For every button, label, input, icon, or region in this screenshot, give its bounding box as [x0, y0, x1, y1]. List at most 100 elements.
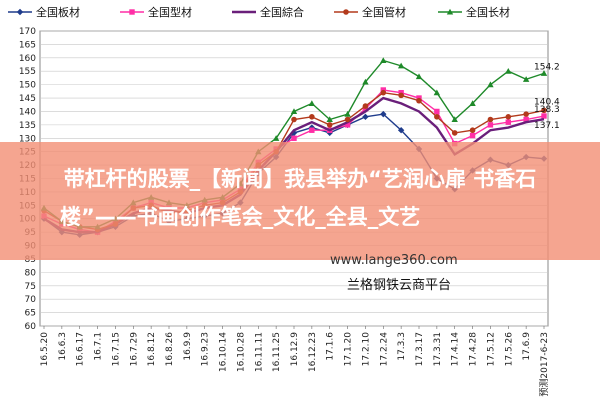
- watermark-name: 兰格钢铁云商平台: [347, 278, 452, 293]
- data-point: [451, 130, 458, 136]
- y-tick-label: 170: [19, 27, 36, 37]
- x-tick-label: 17.5.26: [504, 332, 514, 367]
- x-tick-label: 16.8.12: [147, 332, 157, 366]
- data-point: [505, 119, 511, 125]
- y-tick-label: 130: [19, 134, 36, 144]
- data-point: [272, 135, 280, 141]
- data-point: [541, 107, 547, 114]
- y-tick-label: 70: [25, 295, 37, 305]
- data-point: [326, 122, 333, 128]
- y-tick-label: 75: [25, 282, 36, 292]
- end-value-label: 140.4: [534, 97, 560, 107]
- x-tick-label: 17.3.31: [433, 332, 443, 366]
- data-point: [451, 116, 458, 123]
- data-point: [309, 127, 315, 133]
- data-point: [541, 113, 547, 119]
- data-point: [326, 116, 333, 123]
- data-point: [397, 127, 405, 134]
- data-point: [487, 122, 494, 128]
- end-value-label: 154.2: [534, 62, 560, 72]
- x-tick-label: 17.6.9: [522, 332, 532, 361]
- data-point: [540, 70, 548, 76]
- y-tick-label: 150: [19, 81, 36, 91]
- legend-swatch-marker: [16, 8, 24, 16]
- data-point: [505, 68, 512, 74]
- legend-label: 全国型材: [148, 5, 192, 19]
- x-tick-label: 16.5.20: [40, 332, 50, 367]
- legend-label: 全国管材: [362, 5, 406, 19]
- headline-line-2[interactable]: 楼”——书画创作笔会_文化_全县_文艺: [60, 205, 421, 229]
- x-tick-label: 16.12.9: [290, 332, 300, 367]
- legend-swatch-marker: [343, 9, 349, 15]
- data-point: [290, 129, 298, 137]
- y-tick-label: 60: [25, 322, 37, 332]
- data-point: [469, 100, 476, 106]
- data-point: [487, 116, 494, 123]
- legend-swatch-marker: [129, 9, 135, 15]
- y-tick-label: 135: [19, 121, 36, 131]
- data-point: [309, 114, 315, 120]
- data-point: [344, 110, 351, 117]
- x-tick-label: 16.7.1: [94, 332, 104, 361]
- data-point: [362, 103, 369, 109]
- y-tick-label: 165: [19, 40, 36, 50]
- legend-label: 全国长材: [466, 5, 510, 19]
- data-point: [308, 100, 316, 106]
- y-tick-label: 65: [25, 309, 36, 319]
- x-tick-label: 17.2.24: [379, 332, 389, 367]
- y-tick-label: 140: [19, 107, 36, 117]
- data-point: [505, 114, 512, 120]
- x-tick-label: 17.3.3: [397, 332, 407, 361]
- legend-label: 全国綜合: [260, 5, 304, 19]
- y-tick-label: 145: [19, 94, 36, 104]
- watermark-url: www.lange360.com: [330, 253, 458, 268]
- headline-line-1[interactable]: 带杠杆的股票_【新闻】我县举办“艺润心扉 书香石: [63, 167, 537, 191]
- data-point: [344, 122, 351, 128]
- x-tick-label: 16.10.14: [219, 332, 229, 372]
- data-point: [380, 57, 387, 64]
- data-point: [380, 110, 387, 118]
- data-point: [290, 108, 298, 115]
- data-point: [469, 127, 476, 134]
- x-tick-label: 17.5.12: [486, 332, 496, 366]
- data-point: [380, 89, 387, 96]
- x-tick-label: 16.7.29: [129, 332, 139, 367]
- data-point: [291, 135, 297, 141]
- data-point: [398, 92, 404, 99]
- data-point: [344, 116, 351, 123]
- data-point: [434, 108, 440, 115]
- end-value-label: 137.1: [534, 121, 560, 131]
- y-tick-label: 80: [25, 268, 37, 278]
- data-point: [522, 76, 530, 82]
- legend-swatch-marker: [446, 8, 454, 15]
- x-tick-label: 16.9.23: [201, 332, 211, 366]
- x-tick-label: 16.10.28: [236, 332, 246, 372]
- x-tick-label: 17.3.17: [415, 332, 425, 366]
- x-tick-label: 17.4.28: [469, 332, 479, 367]
- x-tick-label: 16.6.17: [76, 332, 86, 366]
- data-point: [523, 111, 529, 117]
- data-point: [523, 116, 529, 123]
- headline-banner: [0, 142, 600, 260]
- data-point: [291, 116, 297, 123]
- x-tick-label: 16.11.25: [272, 332, 282, 372]
- y-tick-label: 155: [19, 67, 36, 77]
- data-point: [362, 78, 369, 85]
- data-point: [487, 81, 494, 88]
- x-tick-label: 预测2017-6-23: [539, 332, 550, 397]
- x-tick-label: 16.8.26: [165, 332, 175, 367]
- x-tick-label: 16.11.11: [254, 332, 264, 372]
- y-tick-label: 160: [19, 54, 36, 64]
- data-point: [362, 113, 369, 121]
- end-value-label: 138.3: [534, 105, 560, 115]
- x-tick-label: 16.6.3: [58, 332, 68, 361]
- data-point: [416, 97, 422, 104]
- x-tick-label: 17.1.20: [344, 332, 354, 367]
- x-tick-label: 16.7.15: [111, 332, 121, 366]
- data-point: [433, 89, 441, 96]
- x-tick-label: 17.4.14: [451, 332, 461, 367]
- x-tick-label: 16.12.23: [308, 332, 318, 372]
- data-point: [469, 132, 476, 139]
- legend-label: 全国板材: [36, 5, 80, 19]
